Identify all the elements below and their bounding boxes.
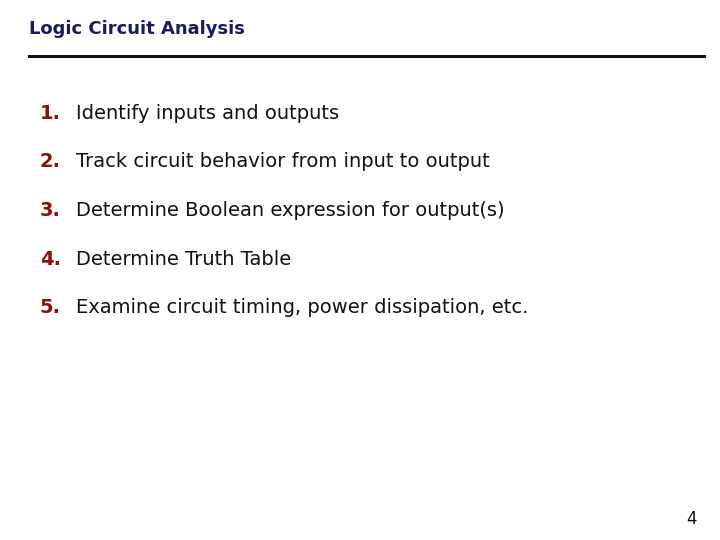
Text: Track circuit behavior from input to output: Track circuit behavior from input to out…	[76, 152, 490, 172]
Text: 1.: 1.	[40, 104, 60, 123]
Text: Determine Boolean expression for output(s): Determine Boolean expression for output(…	[76, 201, 504, 220]
Text: Logic Circuit Analysis: Logic Circuit Analysis	[29, 20, 245, 38]
Text: 4: 4	[686, 510, 697, 528]
Text: Determine Truth Table: Determine Truth Table	[76, 249, 291, 269]
Text: Examine circuit timing, power dissipation, etc.: Examine circuit timing, power dissipatio…	[76, 298, 528, 318]
Text: 5.: 5.	[40, 298, 60, 318]
Text: 3.: 3.	[40, 201, 60, 220]
Text: Identify inputs and outputs: Identify inputs and outputs	[76, 104, 338, 123]
Text: 2.: 2.	[40, 152, 60, 172]
Text: 4.: 4.	[40, 249, 60, 269]
